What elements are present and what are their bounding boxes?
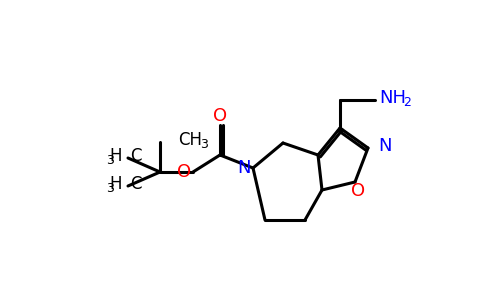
- Text: NH: NH: [379, 89, 406, 107]
- Text: O: O: [213, 107, 227, 125]
- Text: O: O: [351, 182, 365, 200]
- Text: C: C: [130, 175, 141, 193]
- Text: O: O: [177, 163, 191, 181]
- Text: 3: 3: [106, 182, 114, 194]
- Text: C: C: [130, 147, 141, 165]
- Text: 2: 2: [403, 97, 411, 110]
- Text: 3: 3: [106, 154, 114, 166]
- Text: 3: 3: [200, 137, 208, 151]
- Text: N: N: [237, 159, 251, 177]
- Text: H: H: [109, 175, 122, 193]
- Text: CH: CH: [178, 131, 202, 149]
- Text: N: N: [378, 137, 392, 155]
- Text: H: H: [109, 147, 122, 165]
